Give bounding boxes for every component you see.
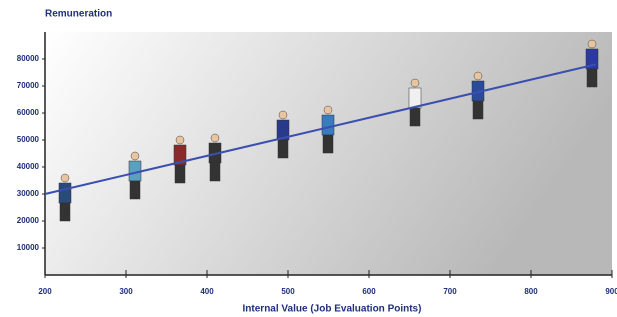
chart-title: Remuneration — [45, 9, 112, 20]
figure-legs — [60, 203, 70, 221]
figure-head — [131, 152, 139, 160]
figure-legs — [175, 165, 185, 183]
y-tick-label: 60000 — [17, 108, 40, 117]
plot-background — [45, 32, 612, 275]
y-tick-label: 30000 — [17, 189, 40, 198]
figure-head — [588, 40, 596, 48]
x-tick-label: 200 — [38, 287, 52, 296]
x-tick-label: 400 — [200, 287, 214, 296]
y-tick-label: 80000 — [17, 54, 40, 63]
figure-legs — [210, 163, 220, 181]
figure-head — [279, 111, 287, 119]
figure-head — [211, 134, 219, 142]
y-tick-label: 50000 — [17, 135, 40, 144]
chart: Remuneration Internal Value (Job Evaluat… — [0, 0, 617, 317]
y-tick-label: 40000 — [17, 162, 40, 171]
figure-legs — [323, 135, 333, 153]
figure-body — [322, 115, 334, 135]
figure-legs — [410, 108, 420, 126]
figure-body — [59, 183, 71, 203]
figure-head — [61, 174, 69, 182]
figure-head — [474, 72, 482, 80]
x-tick-label: 700 — [443, 287, 457, 296]
x-tick-label: 600 — [362, 287, 376, 296]
y-tick-label: 20000 — [17, 216, 40, 225]
figure-legs — [587, 69, 597, 87]
x-tick-label: 800 — [524, 287, 538, 296]
figure-legs — [473, 101, 483, 119]
y-tick-label: 70000 — [17, 81, 40, 90]
x-tick-label: 900 — [605, 287, 617, 296]
figure-head — [176, 136, 184, 144]
figure-head — [411, 79, 419, 87]
y-tick-label: 10000 — [17, 243, 40, 252]
x-tick-label: 500 — [281, 287, 295, 296]
figure-legs — [278, 140, 288, 158]
figure-legs — [130, 181, 140, 199]
x-tick-label: 300 — [119, 287, 133, 296]
x-axis-title: Internal Value (Job Evaluation Points) — [243, 304, 422, 315]
figure-head — [324, 106, 332, 114]
